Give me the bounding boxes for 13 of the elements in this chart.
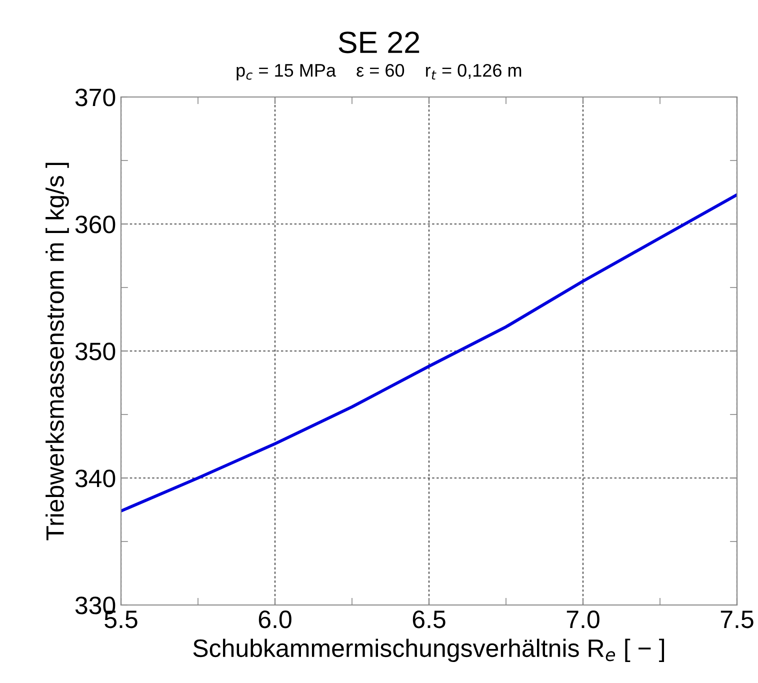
- chart-title: SE 22: [338, 32, 420, 54]
- line-series: [121, 193, 737, 513]
- x-tick-label: 6.0: [258, 610, 292, 628]
- y-tick-label: 360: [75, 216, 116, 234]
- chart-subtitle: p$_{c}$ = 15 MPa ε = 60 r$_{t}$ = 0,126 m: [236, 64, 522, 80]
- y-axis-title: Triebwerksmassenstrom ṁ [ kg/s ]: [46, 162, 69, 540]
- x-tick-label: 7.5: [720, 610, 754, 628]
- x-axis-title: Schubkammermischungsverhältnis R$_{e}$ [ − ]: [193, 638, 664, 662]
- y-tick-label: 340: [75, 470, 116, 488]
- y-tick-label: 350: [75, 342, 116, 360]
- y-tick-label: 370: [75, 88, 116, 106]
- x-tick-label: 6.5: [412, 610, 446, 628]
- x-tick-label: 7.0: [566, 610, 600, 628]
